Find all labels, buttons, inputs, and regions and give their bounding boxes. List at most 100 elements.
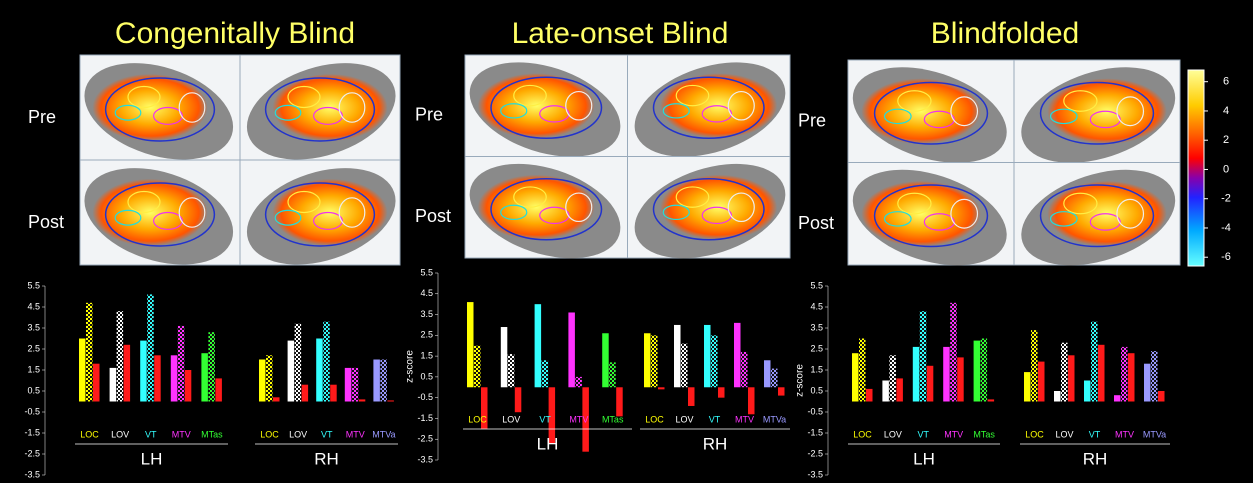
panel-title: Congenitally Blind: [115, 17, 355, 50]
y-tick-label: 1.5: [420, 350, 433, 360]
bar: [1144, 363, 1151, 402]
roi-outline: [1049, 108, 1078, 125]
roi-outline: [565, 90, 593, 121]
bar: [259, 359, 266, 402]
region-label: MTas: [602, 414, 624, 424]
bar: [177, 325, 185, 402]
y-tick-label: -0.5: [417, 392, 433, 402]
bar: [568, 312, 575, 388]
bar: [882, 380, 889, 402]
y-tick-label: 5.5: [27, 280, 40, 290]
region-label: LOV: [111, 429, 129, 439]
y-tick-label: -2.5: [417, 434, 433, 444]
row-label: Pre: [415, 105, 443, 125]
group-label: RH: [703, 434, 728, 453]
roi-outline: [153, 211, 184, 230]
y-tick-label: 2.5: [27, 343, 40, 353]
y-tick-label: 3.5: [420, 309, 433, 319]
roi-outline: [662, 103, 690, 119]
bar: [541, 360, 549, 388]
roi-outline: [338, 92, 366, 123]
bar: [500, 327, 508, 388]
roi-outline: [1049, 211, 1078, 227]
roi-outline: [114, 104, 142, 121]
roi-outline: [114, 209, 142, 226]
bar: [609, 362, 616, 388]
y-tick-label: -3.5: [24, 469, 40, 479]
colorbar-tick-label: -4: [1221, 222, 1231, 234]
region-label: VT: [539, 414, 551, 424]
roi-outline: [1063, 192, 1098, 215]
roi-outline: [923, 213, 955, 231]
bar: [741, 351, 748, 388]
y-tick-label: 0.5: [420, 371, 433, 381]
y-tick-label: 3.5: [27, 322, 40, 332]
roi-outline: [652, 178, 765, 241]
bar: [748, 387, 755, 415]
region-label: LOC: [80, 429, 99, 439]
bar: [1054, 391, 1061, 402]
roi-outline: [513, 84, 547, 107]
bar: [548, 387, 556, 444]
bar: [86, 302, 93, 402]
roi-outline: [127, 85, 161, 109]
roi-outline: [923, 110, 955, 129]
roi-outline: [1063, 90, 1098, 112]
roi-outline: [539, 206, 570, 225]
roi-outline: [652, 76, 765, 139]
y-axis-label: z-score: [795, 364, 806, 397]
y-tick-label: 2.5: [810, 343, 823, 353]
region-label: MTV: [172, 429, 191, 439]
activation: [477, 174, 595, 240]
roi-outline: [675, 186, 710, 208]
roi-outline: [127, 190, 161, 214]
roi-outline: [1039, 184, 1155, 248]
colorbar-tick-label: -2: [1221, 193, 1231, 205]
region-label: MTV: [944, 429, 963, 439]
bar: [387, 400, 394, 402]
bar: [266, 355, 273, 402]
roi-outline: [1089, 213, 1121, 231]
y-tick-label: 4.5: [27, 301, 40, 311]
bar: [116, 311, 124, 402]
bar: [681, 343, 688, 388]
region-label: LOV: [884, 429, 902, 439]
bar: [316, 338, 323, 402]
bar: [1114, 395, 1121, 402]
roi-outline: [565, 192, 593, 223]
y-tick-label: 1.5: [810, 364, 823, 374]
bar: [575, 376, 582, 388]
activation: [861, 180, 981, 247]
row-label: Post: [798, 213, 834, 233]
bar: [93, 363, 100, 402]
bar: [358, 399, 366, 402]
bar: [644, 333, 651, 388]
bar: [208, 332, 215, 402]
roi-outline: [104, 77, 216, 142]
roi-outline: [313, 211, 344, 230]
y-tick-label: -2.5: [24, 448, 40, 458]
region-label: MTVa: [1143, 429, 1166, 439]
row-label: Pre: [798, 110, 826, 130]
bar: [764, 360, 771, 388]
bar: [973, 340, 981, 402]
y-tick-label: 2.5: [420, 330, 433, 340]
roi-outline: [701, 206, 733, 225]
bar: [950, 302, 957, 402]
bar: [926, 365, 934, 402]
bar: [351, 367, 359, 402]
bar: [1024, 372, 1031, 402]
bar: [980, 338, 988, 402]
region-label: VT: [145, 429, 157, 439]
bar: [323, 321, 330, 402]
region-label: LOV: [289, 429, 307, 439]
bar: [147, 294, 154, 402]
roi-outline: [513, 186, 547, 208]
colorbar-tick-label: 6: [1223, 76, 1229, 88]
bar: [287, 340, 295, 402]
bar: [301, 384, 309, 402]
bar: [889, 355, 896, 402]
panel-title: Late-onset Blind: [512, 17, 729, 50]
bar: [943, 346, 950, 402]
